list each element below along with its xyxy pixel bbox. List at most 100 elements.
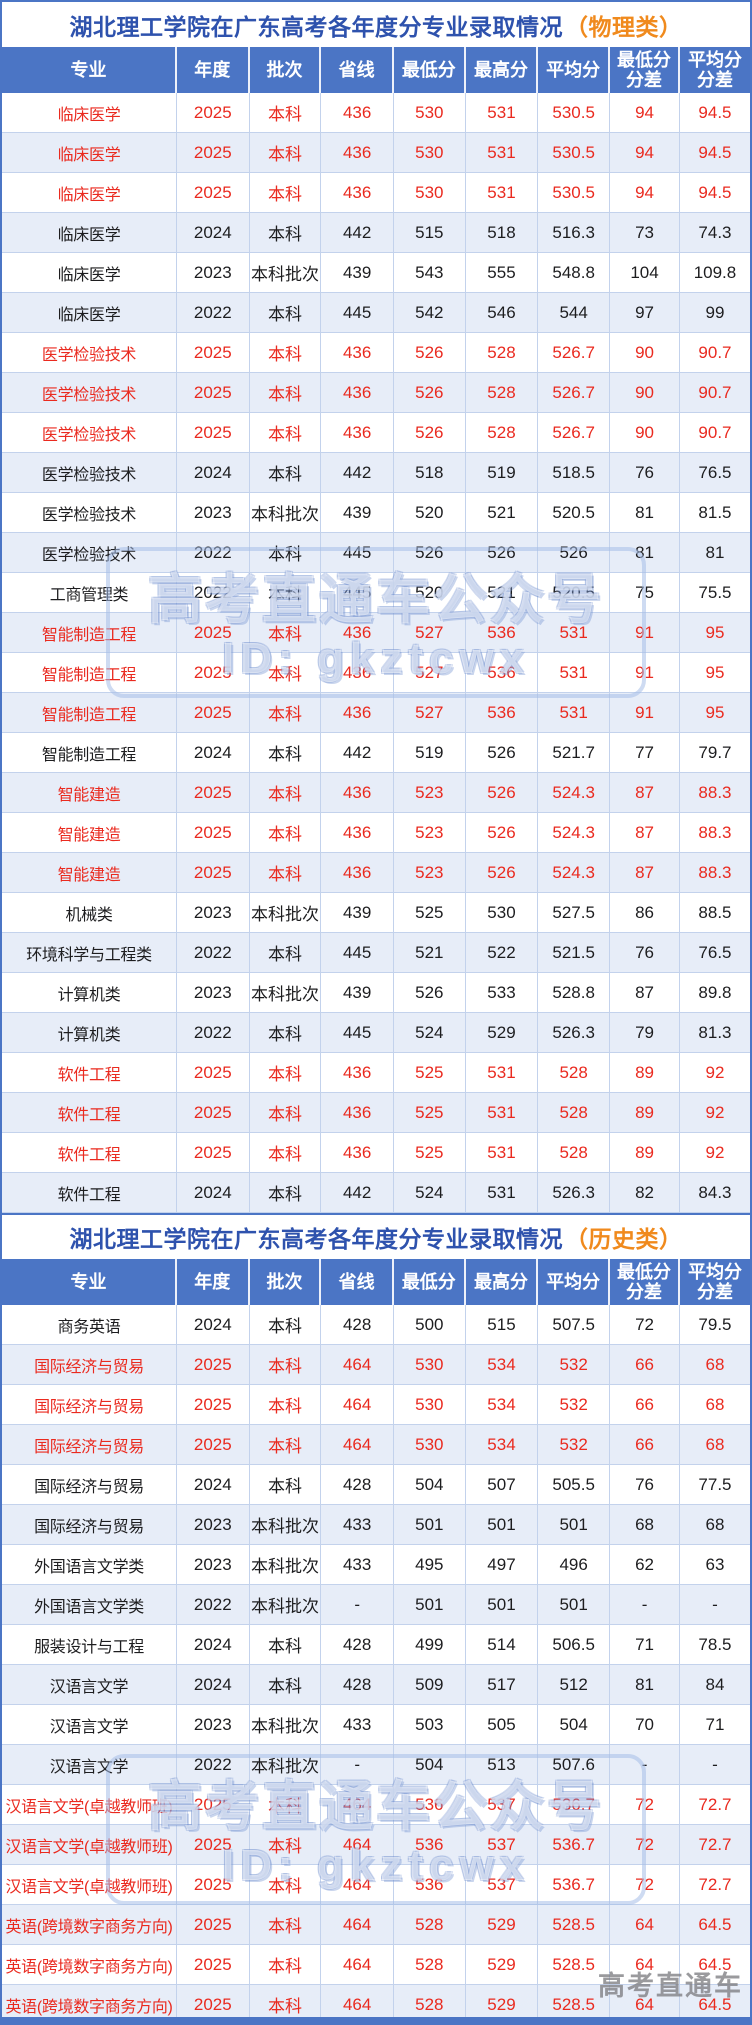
- min-diff-cell: 81: [610, 1665, 680, 1704]
- major-cell: 临床医学: [2, 133, 178, 172]
- avg-score-cell: 530.5: [538, 133, 611, 172]
- column-header: 批次: [250, 47, 322, 93]
- max-score-cell: 517: [466, 1665, 539, 1704]
- avg-diff-cell: 63: [705, 1554, 725, 1574]
- batch-cell: 本科: [250, 373, 322, 412]
- province-line-cell: 428: [321, 1305, 394, 1344]
- major-cell: 医学检验技术: [2, 333, 178, 372]
- province-line-cell: 436: [321, 853, 394, 892]
- batch-cell: 本科: [250, 1945, 322, 1984]
- table-title-tag: （物理类）: [565, 13, 683, 40]
- avg-score-cell: 501: [538, 1505, 611, 1544]
- avg-diff-cell: 95: [705, 702, 725, 722]
- avg-score-cell: 544: [538, 293, 611, 332]
- major-cell: 智能制造工程: [2, 733, 178, 772]
- province-line-cell: 436: [321, 173, 394, 212]
- major-cell: 环境科学与工程类: [2, 933, 178, 972]
- min-score-cell: 503: [394, 1705, 466, 1744]
- table-row: 汉语言文学(卓越教师班) 2025 本科 464 536 537 536.7 72 72.7: [2, 1865, 750, 1905]
- max-score-cell: 526: [466, 853, 539, 892]
- year-cell: 2022: [177, 573, 250, 612]
- avg-score-cell: 521.5: [538, 933, 611, 972]
- avg-diff-cell: 68: [705, 1514, 725, 1534]
- avg-score-cell: 526.7: [538, 373, 611, 412]
- min-diff-cell: -: [610, 1585, 680, 1624]
- max-score-cell: 537: [466, 1865, 539, 1904]
- min-diff-cell: 76: [610, 1465, 680, 1504]
- min-diff-cell: 71: [610, 1625, 680, 1664]
- major-cell: 临床医学: [2, 293, 178, 332]
- year-cell: 2025: [177, 1985, 250, 2024]
- year-cell: 2025: [177, 1385, 250, 1424]
- year-cell: 2023: [177, 253, 250, 292]
- year-cell: 2025: [177, 813, 250, 852]
- min-diff-cell: 72: [610, 1825, 680, 1864]
- avg-score-cell: 501: [538, 1585, 611, 1624]
- batch-cell: 本科: [250, 413, 322, 452]
- avg-diff-cell: 77.5: [698, 1474, 732, 1494]
- min-diff-cell: 87: [610, 853, 680, 892]
- year-cell: 2022: [177, 1745, 250, 1784]
- max-score-cell: 513: [466, 1745, 539, 1784]
- batch-cell: 本科: [250, 1093, 322, 1132]
- column-header: 平均分 分差: [687, 1261, 742, 1302]
- min-diff-cell: 91: [610, 613, 680, 652]
- avg-diff-cell: 84.3: [698, 1182, 732, 1202]
- avg-score-cell: 518.5: [538, 453, 611, 492]
- major-cell: 临床医学: [2, 213, 178, 252]
- table-row: 软件工程 2024 本科 442 524 531 526.3 82 84.3: [2, 1173, 750, 1213]
- major-cell: 医学检验技术: [2, 533, 178, 572]
- batch-cell: 本科: [250, 93, 322, 132]
- batch-cell: 本科: [250, 1053, 322, 1092]
- province-line-cell: -: [321, 1585, 394, 1624]
- min-score-cell: 495: [394, 1545, 466, 1584]
- min-diff-cell: -: [610, 1745, 680, 1784]
- batch-cell: 本科: [250, 1345, 322, 1384]
- min-score-cell: 526: [394, 333, 466, 372]
- max-score-cell: 515: [466, 1305, 539, 1344]
- column-header: 省线: [321, 1259, 394, 1305]
- province-line-cell: 436: [321, 773, 394, 812]
- batch-cell: 本科: [250, 453, 322, 492]
- province-line-cell: 464: [321, 1865, 394, 1904]
- table-row: 智能制造工程 2025 本科 436 527 536 531 91 95: [2, 693, 750, 733]
- min-score-cell: 523: [394, 813, 466, 852]
- year-cell: 2025: [177, 1865, 250, 1904]
- batch-cell: 本科批次: [250, 1585, 322, 1624]
- major-cell: 汉语言文学(卓越教师班): [2, 1865, 178, 1904]
- table-row: 环境科学与工程类 2022 本科 445 521 522 521.5 76 76.5: [2, 933, 750, 973]
- province-line-cell: 436: [321, 653, 394, 692]
- table-row: 汉语言文学 2024 本科 428 509 517 512 81 84: [2, 1665, 750, 1705]
- min-score-cell: 528: [394, 1985, 466, 2024]
- province-line-cell: 436: [321, 413, 394, 452]
- year-cell: 2025: [177, 133, 250, 172]
- column-header: 年度: [177, 1259, 250, 1305]
- min-score-cell: 530: [394, 1345, 466, 1384]
- province-line-cell: 464: [321, 1905, 394, 1944]
- table-title-text: 湖北理工学院在广东高考各年度分专业录取情况: [69, 1226, 563, 1252]
- min-diff-cell: 91: [610, 653, 680, 692]
- max-score-cell: 526: [466, 813, 539, 852]
- year-cell: 2025: [177, 373, 250, 412]
- avg-diff-cell: 99: [705, 302, 725, 322]
- min-score-cell: 526: [394, 373, 466, 412]
- avg-diff-cell: 94.5: [698, 102, 732, 122]
- table-row: 汉语言文学 2023 本科批次 433 503 505 504 70 71: [2, 1705, 750, 1745]
- min-diff-cell: 91: [610, 693, 680, 732]
- avg-score-cell: 520.5: [538, 573, 611, 612]
- min-diff-cell: 64: [610, 1985, 680, 2024]
- major-cell: 机械类: [2, 893, 178, 932]
- avg-diff-cell: 84: [705, 1674, 725, 1694]
- min-diff-cell: 94: [610, 93, 680, 132]
- province-line-cell: 464: [321, 1425, 394, 1464]
- avg-score-cell: 528.5: [538, 1985, 611, 2024]
- table-row: 机械类 2023 本科批次 439 525 530 527.5 86 88.5: [2, 893, 750, 933]
- min-diff-cell: 87: [610, 813, 680, 852]
- avg-score-cell: 524.3: [538, 813, 611, 852]
- year-cell: 2022: [177, 1013, 250, 1052]
- batch-cell: 本科: [250, 1825, 322, 1864]
- history-category-table: 湖北理工学院在广东高考各年度分专业录取情况 （历史类） 专业 年度 批次 省线 最低分 最高…: [2, 1213, 750, 2025]
- avg-score-cell: 512: [538, 1665, 611, 1704]
- year-cell: 2022: [177, 933, 250, 972]
- major-cell: 智能制造工程: [2, 653, 178, 692]
